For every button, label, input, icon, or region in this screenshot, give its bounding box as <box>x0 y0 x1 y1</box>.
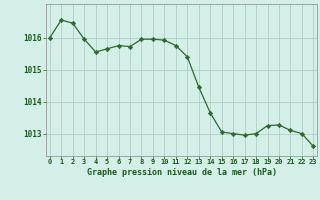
X-axis label: Graphe pression niveau de la mer (hPa): Graphe pression niveau de la mer (hPa) <box>87 168 276 177</box>
